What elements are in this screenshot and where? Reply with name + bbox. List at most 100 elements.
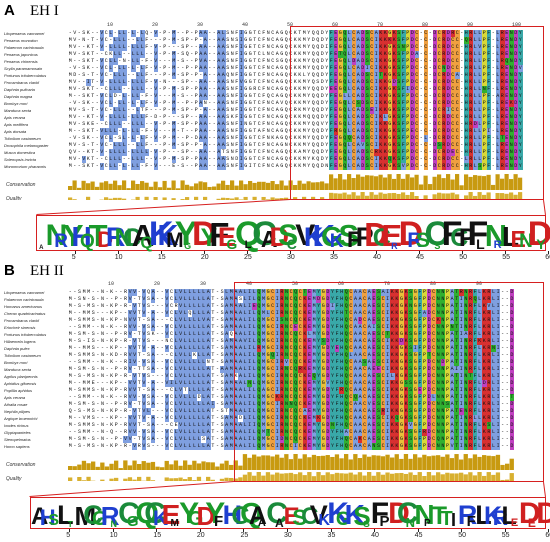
residue-cell: G — [338, 79, 343, 86]
residue-cell: I — [374, 44, 379, 51]
track-bar — [68, 186, 73, 190]
residue-cell: A — [221, 65, 226, 72]
residue-cell: S — [226, 65, 231, 72]
residue-cell: N — [230, 44, 235, 51]
residue-cell: C — [369, 30, 374, 37]
residue-cell: D — [410, 51, 415, 58]
track-bar — [132, 460, 137, 470]
track-bar — [77, 187, 82, 190]
logo-residue: C — [252, 217, 277, 251]
logo-residue: D — [269, 224, 289, 251]
residue-cell: K — [298, 65, 303, 72]
residue-cell: - — [86, 72, 91, 79]
residue-cell: D — [432, 65, 437, 72]
residue-cell: H — [464, 65, 469, 72]
residue-cell: C — [423, 72, 428, 79]
residue-cell: P — [482, 65, 487, 72]
residue-cell: L — [473, 79, 478, 86]
residue-cell: K — [383, 65, 388, 72]
residue-cell: G — [280, 30, 285, 37]
logo-residue: S — [338, 220, 359, 251]
residue-cell: C — [423, 51, 428, 58]
residue-cell: C — [455, 44, 460, 51]
residue-cell: L — [113, 86, 118, 93]
residue-cell: - — [199, 72, 204, 79]
residue-cell: - — [163, 58, 168, 65]
panel-a-title: EH I — [30, 3, 59, 20]
residue-cell: - — [127, 72, 132, 79]
residue-cell: L — [347, 86, 352, 93]
residue-cell: - — [491, 58, 496, 65]
logo-residue: N — [46, 221, 68, 251]
residue-cell: - — [208, 44, 213, 51]
track-bar — [206, 476, 211, 481]
track-bar — [234, 185, 239, 190]
residue-cell: R — [441, 72, 446, 79]
residue-cell: A — [275, 51, 280, 58]
residue-cell: Y — [325, 72, 330, 79]
residue-cell: - — [95, 86, 100, 93]
residue-cell: G — [387, 30, 392, 37]
residue-cell: M — [68, 51, 73, 58]
track-bar — [210, 479, 215, 481]
residue-cell: S — [226, 37, 231, 44]
residue-cell: L — [495, 65, 500, 72]
residue-cell: M — [171, 65, 176, 72]
track-bar — [132, 479, 137, 481]
residue-cell: C — [104, 86, 109, 93]
residue-cell: Y — [518, 51, 523, 58]
residue-cell: C — [257, 58, 262, 65]
residue-cell: Y — [307, 51, 312, 58]
residue-cell: L — [131, 65, 136, 72]
residue-cell: T — [253, 72, 258, 79]
residue-cell: L — [477, 51, 482, 58]
residue-cell: L — [135, 86, 140, 93]
residue-cell: M — [171, 86, 176, 93]
track-bar — [207, 186, 212, 190]
residue-cell: C — [271, 37, 276, 44]
residue-cell: - — [167, 30, 172, 37]
track-bar — [81, 480, 87, 481]
residue-cell: K — [392, 58, 397, 65]
track-bar — [81, 460, 87, 470]
residue-cell: F — [401, 58, 406, 65]
residue-cell: C — [369, 65, 374, 72]
residue-cell: - — [419, 51, 424, 58]
residue-cell: Q — [342, 51, 347, 58]
residue-cell: N — [230, 72, 235, 79]
residue-cell: A — [221, 44, 226, 51]
residue-cell: F — [235, 86, 240, 93]
residue-cell: L — [113, 44, 118, 51]
residue-cell: A — [221, 51, 226, 58]
residue-cell: Y — [307, 30, 312, 37]
track-bar — [149, 186, 154, 190]
residue-cell: - — [212, 65, 217, 72]
residue-cell: C — [104, 72, 109, 79]
residue-cell: - — [167, 51, 172, 58]
residue-cell: A — [221, 58, 226, 65]
residue-cell: L — [117, 37, 122, 44]
residue-cell: I — [405, 86, 410, 93]
residue-cell: F — [401, 65, 406, 72]
residue-cell: I — [325, 44, 330, 51]
residue-cell: - — [149, 65, 154, 72]
residue-cell: - — [118, 58, 123, 65]
residue-cell: K — [383, 44, 388, 51]
track-bar — [194, 183, 199, 190]
residue-cell: N — [509, 65, 514, 72]
residue-cell: K — [383, 37, 388, 44]
residue-cell: - — [95, 30, 100, 37]
residue-cell: P — [482, 79, 487, 86]
residue-cell: - — [104, 44, 109, 51]
track-bar — [243, 196, 248, 200]
residue-cell: G — [244, 72, 249, 79]
residue-cell: S — [316, 79, 321, 86]
residue-cell: P — [482, 58, 487, 65]
residue-cell: D — [320, 86, 325, 93]
residue-cell: A — [374, 30, 379, 37]
residue-cell: P — [194, 86, 199, 93]
track-bar — [169, 478, 174, 481]
residue-cell: Y — [518, 72, 523, 79]
residue-cell: - — [149, 51, 154, 58]
axis-tick-label: 20 — [201, 254, 209, 261]
